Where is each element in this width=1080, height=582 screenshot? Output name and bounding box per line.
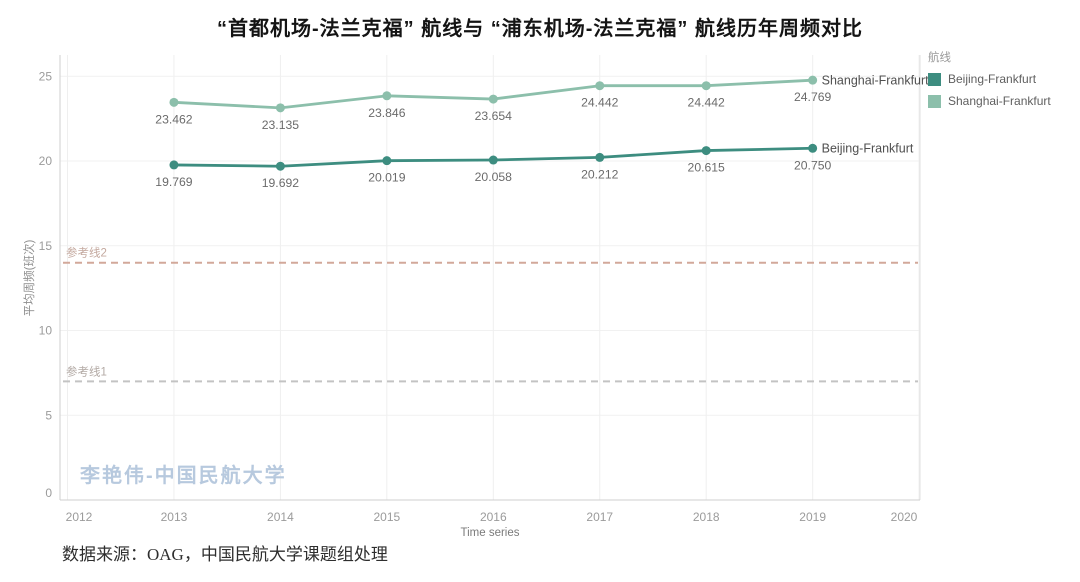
- value-label: 20.212: [581, 167, 618, 181]
- x-tick-label: 2020: [891, 510, 918, 524]
- legend-item-shanghai-frankfurt[interactable]: Shanghai-Frankfurt: [928, 94, 1051, 108]
- x-tick-label: 2015: [373, 510, 400, 524]
- legend-title: 航线: [928, 52, 951, 64]
- reference-line-label: 参考线1: [66, 364, 107, 378]
- data-point: [488, 155, 498, 165]
- y-tick-label: 25: [39, 69, 53, 83]
- series-end-label: Beijing-Frankfurt: [822, 141, 914, 155]
- data-point: [275, 161, 285, 171]
- y-tick-label: 5: [45, 408, 52, 422]
- value-label: 19.692: [262, 176, 299, 190]
- reference-line-label: 参考线2: [66, 246, 107, 260]
- x-tick-label: 2019: [799, 510, 826, 524]
- x-tick-label: 2012: [66, 510, 93, 524]
- x-axis-title: Time series: [461, 527, 520, 539]
- data-point: [701, 146, 711, 156]
- data-point: [488, 94, 498, 104]
- value-label: 24.769: [794, 90, 831, 104]
- legend-item-beijing-frankfurt[interactable]: Beijing-Frankfurt: [928, 72, 1051, 86]
- data-source-caption: 数据来源：OAG，中国民航大学课题组处理: [62, 545, 388, 564]
- y-axis-title: 平均周频(班次): [22, 240, 36, 317]
- value-label: 23.135: [262, 118, 299, 132]
- x-tick-label: 2017: [586, 510, 613, 524]
- x-tick-label: 2013: [161, 510, 188, 524]
- data-point: [808, 143, 818, 153]
- value-label: 19.769: [155, 175, 192, 189]
- value-label: 23.846: [368, 106, 405, 120]
- y-tick-label: 20: [39, 154, 53, 168]
- data-point: [382, 156, 392, 166]
- value-label: 23.654: [475, 109, 512, 123]
- data-point: [701, 81, 711, 91]
- value-label: 24.442: [581, 96, 618, 110]
- data-point: [595, 152, 605, 162]
- value-label: 20.058: [475, 170, 512, 184]
- x-tick-label: 2016: [480, 510, 507, 524]
- data-point: [169, 97, 179, 107]
- legend-item-label: Shanghai-Frankfurt: [948, 94, 1051, 108]
- value-label: 20.615: [688, 161, 725, 175]
- y-tick-label: 15: [39, 239, 53, 253]
- value-label: 24.442: [688, 96, 725, 110]
- x-tick-label: 2014: [267, 510, 294, 524]
- value-label: 20.019: [368, 171, 405, 185]
- series-end-label: Shanghai-Frankfurt: [822, 73, 930, 87]
- y-tick-label: 0: [45, 486, 52, 500]
- data-point: [595, 81, 605, 91]
- legend-swatch-beijing-icon: [928, 72, 941, 86]
- watermark: 李艳伟-中国民航大学: [80, 465, 287, 487]
- x-tick-label: 2018: [693, 510, 720, 524]
- value-label: 23.462: [155, 112, 192, 126]
- data-point: [275, 103, 285, 113]
- data-point: [808, 75, 818, 85]
- value-label: 20.750: [794, 158, 831, 172]
- legend-swatch-shanghai-icon: [928, 94, 941, 108]
- y-tick-label: 10: [39, 324, 53, 338]
- legend: 航线 Beijing-Frankfurt Shanghai-Frankfurt: [928, 49, 1051, 116]
- chart-title: “首都机场-法兰克福” 航线与 “浦东机场-法兰克福” 航线历年周频对比: [217, 18, 863, 40]
- data-point: [382, 91, 392, 101]
- legend-item-label: Beijing-Frankfurt: [948, 72, 1037, 86]
- data-point: [169, 160, 179, 170]
